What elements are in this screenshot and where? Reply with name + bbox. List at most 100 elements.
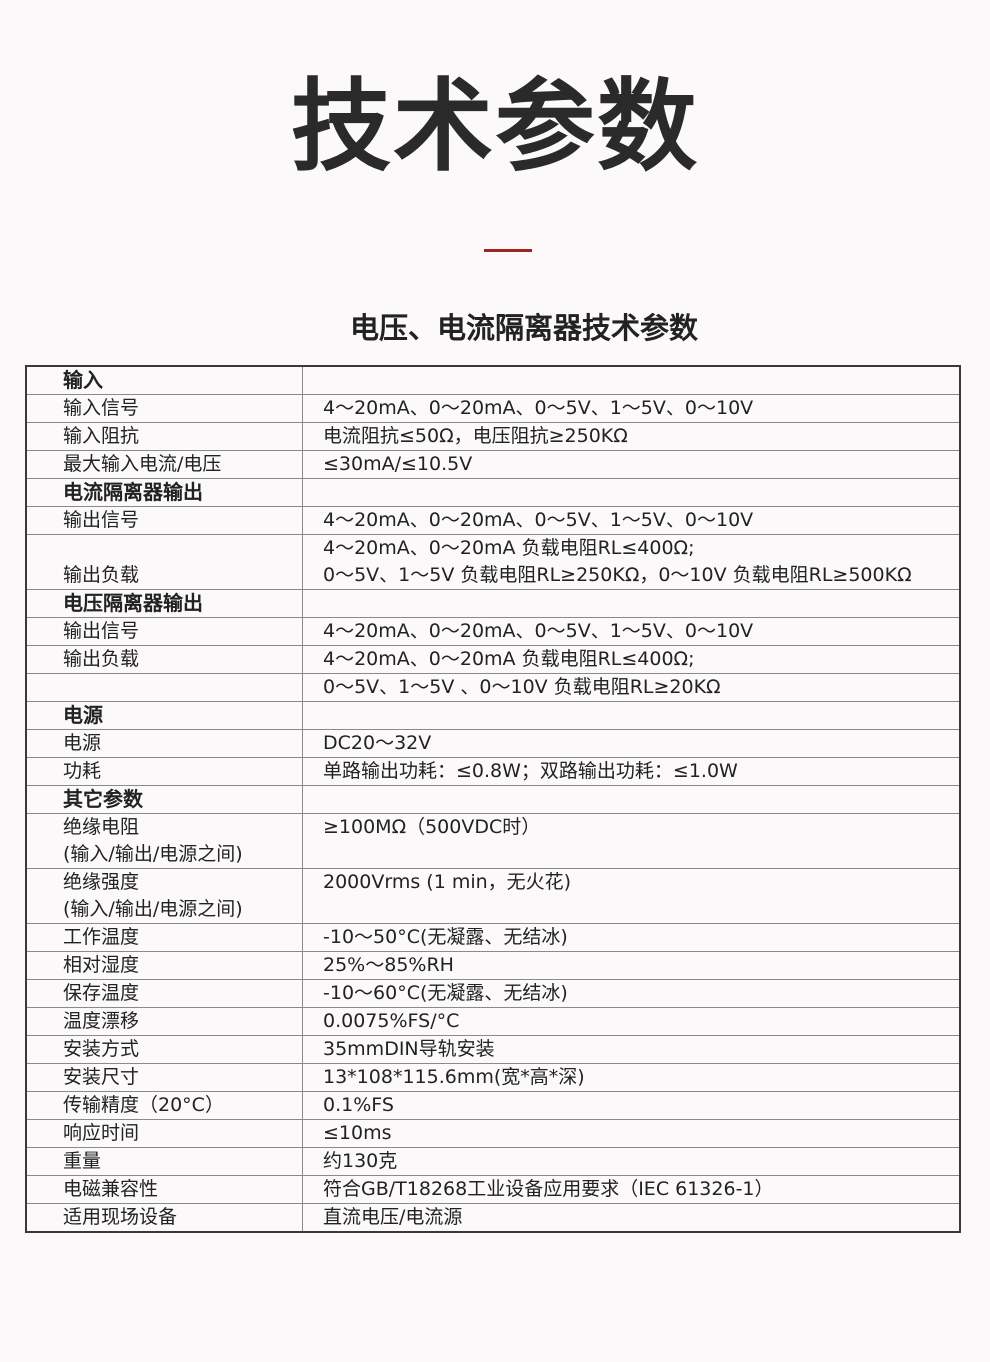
param-name: 电磁兼容性	[25, 1175, 303, 1204]
table-row: 输出负载 4～20mA、0～20mA 负载电阻RL≤400Ω;	[25, 645, 961, 674]
param-name-text: 安装尺寸	[63, 1066, 140, 1088]
param-name-text: 功耗	[63, 760, 102, 782]
param-name: 输出信号	[25, 506, 303, 535]
param-name-note: (输入/输出/电源之间)	[63, 843, 243, 865]
param-name	[25, 673, 303, 702]
section-header-row: 输入	[25, 365, 961, 395]
table-row: 温度漂移 0.0075%FS/°C	[25, 1007, 961, 1036]
table-row: 功耗 单路输出功耗：≤0.8W；双路输出功耗：≤1.0W	[25, 757, 961, 786]
param-name: 电源	[25, 729, 303, 758]
param-value-text: 0.0075%FS/°C	[323, 1010, 460, 1032]
param-name: 响应时间	[25, 1119, 303, 1148]
param-name-text: 绝缘强度	[63, 871, 140, 893]
param-value: -10～60°C(无凝露、无结冰)	[302, 979, 961, 1008]
spec-table: 输入 输入信号 4～20mA、0～20mA、0～5V、1～5V、0～10V 输入阻抗电…	[25, 365, 961, 1233]
param-name-text: 电源	[63, 732, 102, 754]
table-row: 电磁兼容性 符合GB/T18268工业设备应用要求（IEC 61326-1）	[25, 1175, 961, 1204]
param-name-text: 电磁兼容性	[63, 1178, 159, 1200]
param-name: 输入	[25, 365, 303, 395]
param-value-text: 35mmDIN导轨安装	[323, 1038, 495, 1060]
param-value: 约130克	[302, 1147, 961, 1176]
param-name: 电流隔离器输出	[25, 478, 303, 507]
table-row: 相对湿度 25%～85%RH	[25, 951, 961, 980]
param-name: 工作温度	[25, 923, 303, 952]
param-name-text: 传输精度（20°C）	[63, 1094, 224, 1116]
param-value-text: 电流阻抗≤50Ω，电压阻抗≥250KΩ	[323, 425, 628, 447]
param-name: 绝缘强度 (输入/输出/电源之间)	[25, 868, 303, 924]
param-name-text: 输出信号	[63, 509, 140, 531]
param-value	[302, 365, 961, 395]
param-name-text: 输入阻抗	[63, 425, 140, 447]
table-row: 绝缘电阻 (输入/输出/电源之间) ≥100MΩ（500VDC时）	[25, 813, 961, 869]
section-header-row: 电源	[25, 701, 961, 730]
param-name-text: 输入信号	[63, 397, 140, 419]
param-value-text: 25%～85%RH	[323, 954, 454, 976]
param-name: 其它参数	[25, 785, 303, 814]
param-value-text: 单路输出功耗：≤0.8W；双路输出功耗：≤1.0W	[323, 760, 738, 782]
table-row: 工作温度 -10～50°C(无凝露、无结冰)	[25, 923, 961, 952]
param-value: 25%～85%RH	[302, 951, 961, 980]
param-name: 输出负载	[25, 645, 303, 674]
param-name: 输入信号	[25, 394, 303, 423]
table-row: 绝缘强度 (输入/输出/电源之间) 2000Vrms (1 min，无火花)	[25, 868, 961, 924]
param-value	[302, 701, 961, 730]
param-name: 温度漂移	[25, 1007, 303, 1036]
param-name-text: 响应时间	[63, 1122, 140, 1144]
title-accent-divider	[484, 249, 532, 252]
section-header-row: 其它参数	[25, 785, 961, 814]
param-value	[302, 785, 961, 814]
param-name: 电压隔离器输出	[25, 589, 303, 618]
param-value: ≤30mA/≤10.5V	[302, 450, 961, 479]
param-name-text: 温度漂移	[63, 1010, 140, 1032]
param-name: 输出信号	[25, 617, 303, 646]
param-value-text: 4～20mA、0～20mA、0～5V、1～5V、0～10V	[323, 620, 754, 642]
param-value	[302, 589, 961, 618]
param-name-text: 电压隔离器输出	[63, 591, 203, 615]
param-value: 4～20mA、0～20mA 负载电阻RL≤400Ω;	[302, 645, 961, 674]
table-row: 0～5V、1～5V 、0～10V 负载电阻RL≥20KΩ	[25, 673, 961, 702]
param-name: 安装尺寸	[25, 1063, 303, 1092]
table-row: 输出信号 4～20mA、0～20mA、0～5V、1～5V、0～10V	[25, 506, 961, 535]
table-title: 电压、电流隔离器技术参数	[349, 311, 698, 345]
table-row: 输入阻抗 电流阻抗≤50Ω，电压阻抗≥250KΩ	[25, 422, 961, 451]
param-name: 保存温度	[25, 979, 303, 1008]
param-value: 4～20mA、0～20mA 负载电阻RL≤400Ω; 0～5V、1～5V 负载电阻…	[302, 534, 961, 590]
param-value-text: ≤10ms	[323, 1122, 392, 1144]
param-name-text: 输入	[63, 368, 103, 392]
param-value-text: 13*108*115.6mm(宽*高*深)	[323, 1066, 585, 1088]
param-name: 重量	[25, 1147, 303, 1176]
param-name: 绝缘电阻 (输入/输出/电源之间)	[25, 813, 303, 869]
param-value: 单路输出功耗：≤0.8W；双路输出功耗：≤1.0W	[302, 757, 961, 786]
param-value-text: ≥100MΩ（500VDC时）	[323, 816, 541, 838]
param-value-text: -10～50°C(无凝露、无结冰)	[323, 926, 568, 948]
param-value: 0～5V、1～5V 、0～10V 负载电阻RL≥20KΩ	[302, 673, 961, 702]
param-name-text: 电源	[63, 703, 103, 727]
table-row: 安装方式 35mmDIN导轨安装	[25, 1035, 961, 1064]
param-name-text: 输出信号	[63, 620, 140, 642]
param-name-text: 输出负载	[63, 564, 140, 586]
param-name: 输出负载	[25, 534, 303, 590]
param-value-text: 0～5V、1～5V 负载电阻RL≥250KΩ，0～10V 负载电阻RL≥500K…	[323, 564, 912, 586]
param-value-text: 约130克	[323, 1150, 398, 1172]
param-value-text: 4～20mA、0～20mA、0～5V、1～5V、0～10V	[323, 397, 754, 419]
param-value: 4～20mA、0～20mA、0～5V、1～5V、0～10V	[302, 394, 961, 423]
param-value: 0.1%FS	[302, 1091, 961, 1120]
param-value: 符合GB/T18268工业设备应用要求（IEC 61326-1）	[302, 1175, 961, 1204]
page-title: 技术参数	[291, 68, 699, 185]
param-value-text: ≤30mA/≤10.5V	[323, 453, 473, 475]
param-value-text: 0.1%FS	[323, 1094, 394, 1116]
section-header-row: 电压隔离器输出	[25, 589, 961, 618]
param-value: 35mmDIN导轨安装	[302, 1035, 961, 1064]
param-name: 最大输入电流/电压	[25, 450, 303, 479]
table-row: 输出信号 4～20mA、0～20mA、0～5V、1～5V、0～10V	[25, 617, 961, 646]
param-name-text: 工作温度	[63, 926, 140, 948]
param-value: 直流电压/电流源	[302, 1203, 961, 1233]
param-name-text: 最大输入电流/电压	[63, 453, 222, 475]
param-name: 安装方式	[25, 1035, 303, 1064]
param-name-text: 电流隔离器输出	[63, 480, 203, 504]
param-value-text: 0～5V、1～5V 、0～10V 负载电阻RL≥20KΩ	[323, 676, 721, 698]
param-value	[302, 478, 961, 507]
param-name-note: (输入/输出/电源之间)	[63, 898, 243, 920]
table-row: 电源 DC20～32V	[25, 729, 961, 758]
param-value: 2000Vrms (1 min，无火花)	[302, 868, 961, 924]
